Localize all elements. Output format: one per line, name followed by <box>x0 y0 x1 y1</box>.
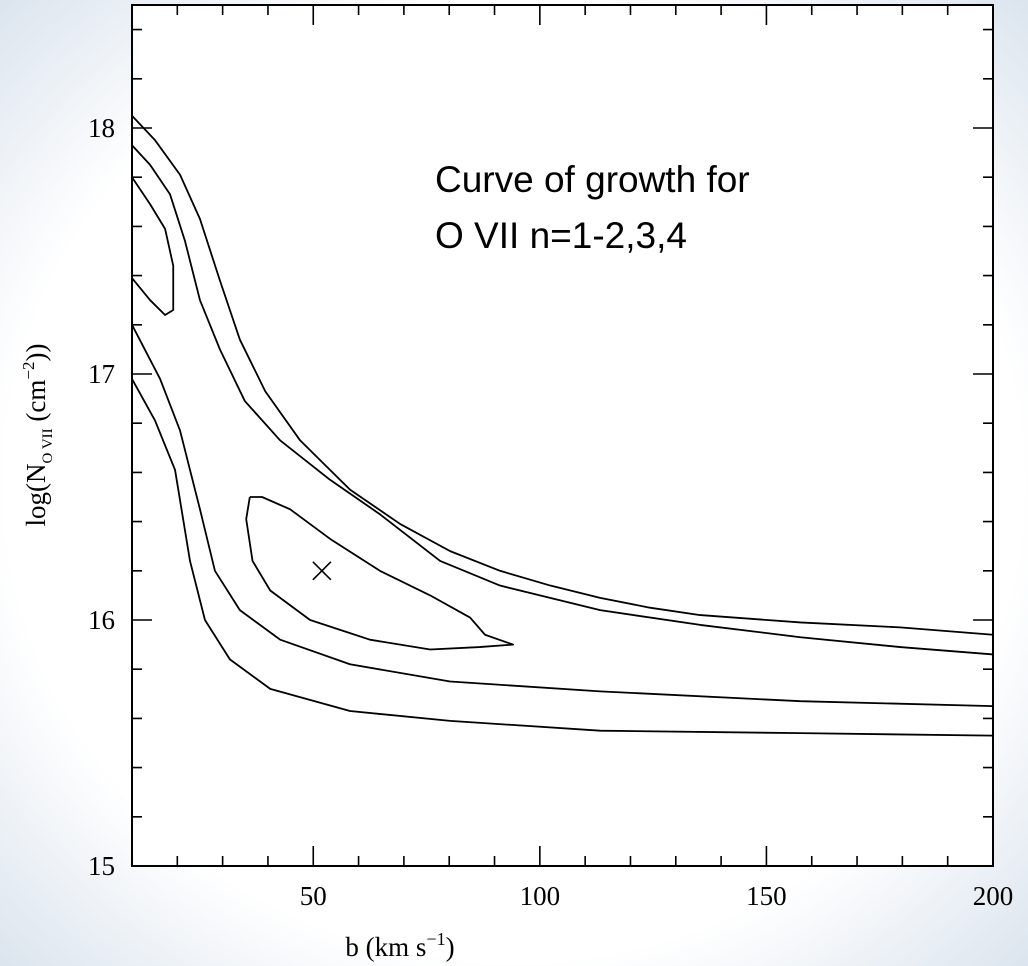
y-tick-label: 16 <box>88 605 115 635</box>
y-label-part: (cm <box>21 380 51 429</box>
contour-line <box>245 496 515 651</box>
x-axis-label: b (km s−1) <box>345 929 454 962</box>
contour-line <box>131 176 175 316</box>
y-label-part: log(N <box>21 463 51 526</box>
y-tick-label: 18 <box>88 113 115 143</box>
best-fit-marker <box>312 561 332 581</box>
x-tick-label: 200 <box>973 881 1014 911</box>
x-tick-label: 100 <box>520 881 561 911</box>
x-tick-label: 150 <box>746 881 787 911</box>
y-tick-label: 17 <box>88 359 115 389</box>
plot-frame <box>131 4 994 867</box>
x-label-part: −1 <box>426 929 445 949</box>
x-tick-label: 50 <box>300 881 327 911</box>
annotation: O VII n=1-2,3,4 <box>435 215 687 256</box>
x-label-part: ) <box>446 932 455 962</box>
plot-area <box>132 5 993 866</box>
x-label-part: b (km s <box>345 932 426 962</box>
contour-line <box>131 324 994 707</box>
y-label-part: −2 <box>19 362 38 380</box>
y-label-part: )) <box>21 344 51 362</box>
contour-line <box>131 378 994 737</box>
y-label-part: O VII <box>40 428 56 463</box>
contour-line <box>131 144 994 656</box>
y-axis-label: log(NO VII (cm−2)) <box>19 344 56 527</box>
y-tick-label: 15 <box>88 851 115 881</box>
annotation: Curve of growth for <box>435 159 750 200</box>
contour-line <box>131 115 994 636</box>
